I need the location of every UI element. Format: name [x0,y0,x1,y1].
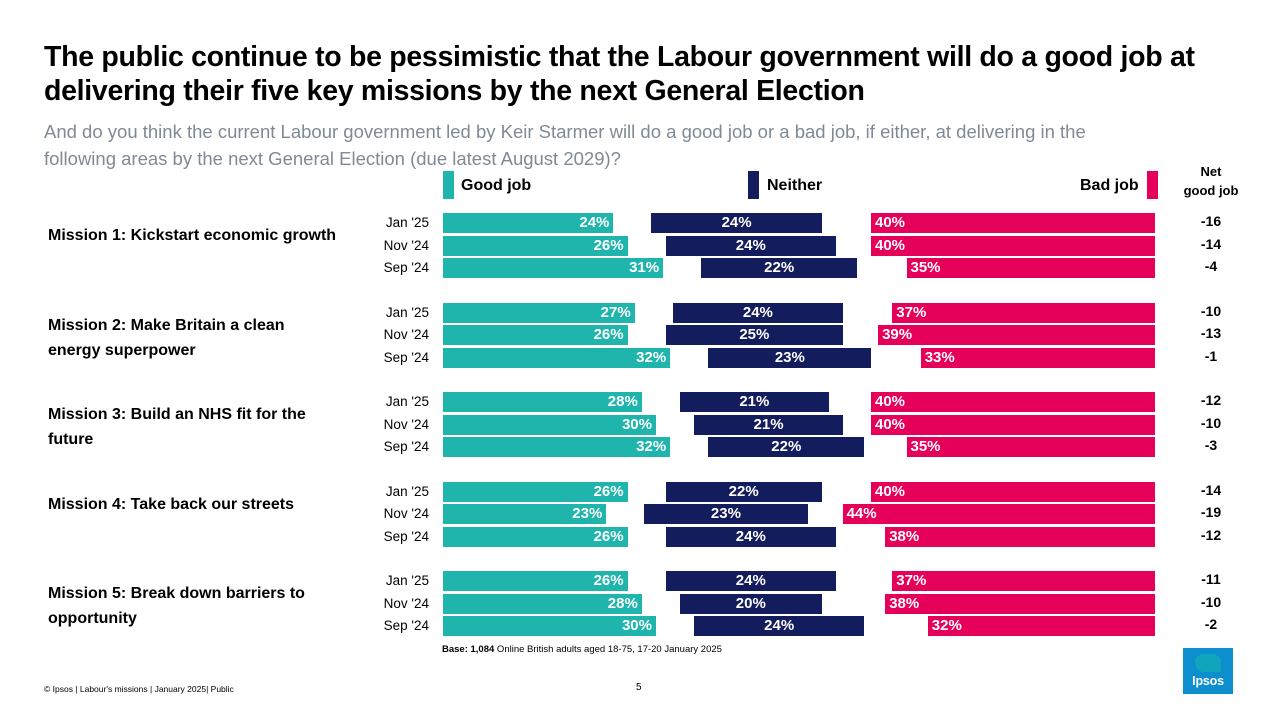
mission-label: Mission 3: Build an NHS fit for the futu… [48,406,306,448]
bad-job-bar: 35% [906,437,1155,457]
wave-label: Jan '25 [385,304,429,320]
mission-label: Mission 2: Make Britain a clean energy s… [48,316,285,359]
bad-job-bar: 40% [871,414,1155,435]
bad-job-bar: 39% [878,325,1155,345]
net-good-job-value: -10 [1200,593,1222,610]
good-job-bar: 32% [443,347,671,368]
wave-label: Sep '24 [383,618,429,633]
neither-bar: 24% [665,526,836,547]
net-good-job-value: -1 [1204,347,1218,364]
good-job-bar: 24% [443,213,614,233]
good-job-bar: 28% [443,593,642,614]
wave-label: Nov '24 [383,416,429,432]
wave-label: Nov '24 [383,327,429,342]
bad-job-bar: 32% [927,616,1155,636]
neither-bar: 22% [665,481,822,502]
wave-label: Nov '24 [383,237,429,253]
neither-bar: 24% [672,302,844,323]
good-job-bar: 31% [443,258,664,278]
net-good-job-value: -14 [1200,235,1222,252]
neither-bar: 23% [708,347,872,368]
bad-job-bar: 33% [920,347,1155,368]
net-good-job-value: -14 [1200,481,1222,498]
net-good-job-value: -19 [1200,504,1222,520]
net-good-job-value: -13 [1200,325,1222,341]
wave-label: Jan '25 [385,394,429,409]
good-job-bar: 30% [443,414,656,435]
neither-bar: 22% [708,437,865,457]
legend-bad-swatch [1147,171,1158,199]
bad-job-bar: 40% [871,481,1155,502]
mission-label: Mission 4: Take back our streets [48,495,295,513]
neither-bar: 21% [694,414,844,435]
page-number: 5 [636,682,642,693]
wave-label: Sep '24 [383,260,429,275]
good-job-bar: 30% [443,616,656,636]
neither-bar: 23% [644,504,808,524]
net-good-job-value: -10 [1200,302,1222,319]
neither-bar: 25% [665,325,844,345]
net-header-line1: Net [1200,164,1222,179]
neither-bar: 24% [665,571,836,591]
bad-job-bar: 40% [871,235,1155,256]
question-subtitle: And do you think the current Labour gove… [44,121,1086,169]
bad-job-bar: 38% [885,526,1155,547]
neither-bar: 20% [679,593,822,614]
neither-bar: 24% [694,616,865,636]
wave-label: Sep '24 [383,528,429,544]
wave-label: Nov '24 [383,595,429,611]
net-header-line2: good job [1183,183,1239,198]
page-title: The public continue to be pessimistic th… [44,41,1195,107]
good-job-bar: 26% [443,481,628,502]
base-description: Online British adults aged 18-75, 17-20 … [494,644,722,655]
net-good-job-value: -4 [1204,258,1218,274]
legend-neither-swatch [748,171,759,199]
net-good-job-value: -10 [1200,414,1222,431]
bad-job-bar: 40% [871,213,1155,233]
footer-text: © Ipsos | Labour's missions | January 20… [44,684,234,694]
legend-good-swatch [443,171,454,199]
bad-job-bar: 38% [885,593,1155,614]
net-good-job-value: -12 [1200,392,1222,408]
good-job-bar: 23% [443,504,607,524]
neither-bar: 21% [679,392,829,412]
bad-job-bar: 40% [871,392,1155,412]
neither-bar: 22% [701,258,858,278]
good-job-bar: 26% [443,571,628,591]
base-note: Base: 1,084 Online British adults aged 1… [442,644,722,655]
wave-label: Sep '24 [383,349,429,365]
legend-bad-label: Bad job [1080,177,1139,194]
net-good-job-value: -12 [1200,526,1222,543]
wave-label: Sep '24 [383,439,429,454]
bad-job-bar: 44% [842,504,1155,524]
legend-neither-label: Neither [767,177,823,194]
wave-label: Jan '25 [385,483,429,499]
mission-label: Mission 5: Break down barriers to opport… [48,585,305,627]
good-job-bar: 26% [443,325,628,345]
bad-job-bar: 37% [892,571,1155,591]
ipsos-logo: Ipsos [1183,648,1233,694]
logo-text: Ipsos [1192,674,1224,688]
legend-good-label: Good job [461,177,532,194]
net-good-job-header: Net good job [1176,162,1246,200]
net-good-job-value: -11 [1201,571,1221,587]
net-good-job-value: -16 [1200,213,1222,229]
good-job-bar: 27% [443,302,635,323]
base-count: Base: 1,084 [442,644,495,655]
good-job-bar: 26% [443,526,628,547]
wave-label: Jan '25 [385,215,429,230]
good-job-bar: 26% [443,235,628,256]
good-job-bar: 28% [443,392,642,412]
net-good-job-value: -2 [1204,616,1218,632]
bad-job-bar: 35% [906,258,1155,278]
wave-label: Nov '24 [383,506,429,521]
mission-label: Mission 1: Kickstart economic growth [48,227,337,244]
neither-bar: 24% [651,213,822,233]
wave-label: Jan '25 [385,573,429,588]
bad-job-bar: 37% [892,302,1155,323]
logo-mark-icon [1195,654,1221,672]
net-good-job-value: -3 [1204,437,1218,453]
good-job-bar: 32% [443,437,671,457]
neither-bar: 24% [665,235,836,256]
